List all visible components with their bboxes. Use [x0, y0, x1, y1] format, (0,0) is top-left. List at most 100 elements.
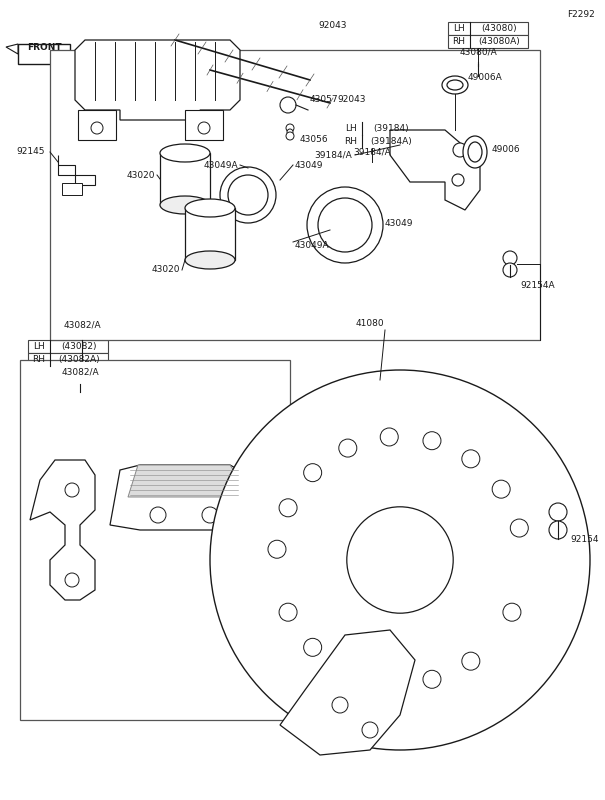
Circle shape	[280, 97, 296, 113]
Circle shape	[423, 432, 441, 450]
Bar	[20, 360, 290, 720]
Circle shape	[347, 507, 453, 613]
Circle shape	[286, 132, 294, 140]
Ellipse shape	[185, 199, 235, 217]
Text: 43049: 43049	[295, 161, 324, 170]
Ellipse shape	[463, 136, 487, 168]
Circle shape	[549, 521, 567, 539]
Text: LH: LH	[33, 342, 45, 351]
Circle shape	[492, 480, 510, 498]
Text: 92154A: 92154A	[520, 281, 555, 290]
Circle shape	[503, 251, 517, 265]
Text: 43057: 43057	[310, 95, 339, 105]
Text: 39184/A: 39184/A	[314, 150, 352, 159]
Circle shape	[307, 187, 383, 263]
Circle shape	[198, 122, 210, 134]
Circle shape	[462, 652, 480, 670]
Ellipse shape	[185, 251, 235, 269]
Ellipse shape	[442, 76, 468, 94]
Circle shape	[228, 175, 268, 215]
Circle shape	[452, 174, 464, 186]
Bar	[28, 340, 108, 353]
Text: 41080: 41080	[356, 319, 384, 328]
Text: RH: RH	[33, 355, 45, 364]
Bar	[78, 110, 116, 140]
Circle shape	[549, 503, 567, 521]
Circle shape	[304, 464, 322, 482]
Circle shape	[268, 540, 286, 558]
Text: 43020: 43020	[126, 170, 155, 179]
Circle shape	[339, 663, 357, 681]
Polygon shape	[390, 130, 480, 210]
Circle shape	[503, 263, 517, 277]
Text: 43082/A: 43082/A	[63, 321, 101, 330]
Text: (43080): (43080)	[481, 24, 517, 33]
Text: (43082): (43082)	[61, 342, 97, 351]
Circle shape	[362, 722, 378, 738]
Circle shape	[65, 483, 79, 497]
Circle shape	[287, 129, 293, 135]
Circle shape	[380, 674, 398, 692]
Circle shape	[150, 507, 166, 523]
Polygon shape	[75, 40, 240, 120]
Text: 92043: 92043	[337, 95, 365, 105]
Circle shape	[503, 603, 521, 621]
Bar	[62, 183, 82, 195]
Circle shape	[453, 143, 467, 157]
Ellipse shape	[160, 196, 210, 214]
Ellipse shape	[468, 142, 482, 162]
Bar	[28, 353, 108, 366]
Text: FRONT: FRONT	[27, 42, 61, 51]
Bar	[185, 208, 235, 260]
Circle shape	[510, 519, 528, 537]
Circle shape	[210, 370, 590, 750]
Circle shape	[304, 638, 322, 656]
Text: 92043: 92043	[318, 22, 347, 30]
Text: 49006: 49006	[492, 146, 521, 154]
Text: 43082/A: 43082/A	[61, 367, 99, 377]
Ellipse shape	[160, 144, 210, 162]
Circle shape	[462, 450, 480, 468]
Bar	[448, 35, 528, 48]
Polygon shape	[280, 630, 415, 755]
Text: 43020: 43020	[151, 266, 180, 274]
Polygon shape	[110, 465, 250, 530]
Text: 43056: 43056	[300, 135, 329, 145]
Text: (39184A): (39184A)	[370, 137, 412, 146]
Circle shape	[279, 499, 297, 517]
Circle shape	[423, 670, 441, 688]
Bar	[18, 44, 70, 64]
Text: RH: RH	[344, 137, 358, 146]
Circle shape	[380, 428, 398, 446]
Text: (39184): (39184)	[373, 124, 409, 133]
Circle shape	[91, 122, 103, 134]
Bar	[50, 50, 540, 340]
Circle shape	[339, 439, 357, 457]
Polygon shape	[30, 460, 95, 600]
Polygon shape	[6, 44, 18, 54]
Bar	[160, 153, 210, 205]
Circle shape	[220, 167, 276, 223]
Text: 92145: 92145	[16, 147, 45, 157]
Circle shape	[65, 573, 79, 587]
Circle shape	[332, 697, 348, 713]
Text: LH: LH	[345, 124, 357, 133]
Text: 43049A: 43049A	[203, 161, 238, 170]
Text: (43082A): (43082A)	[58, 355, 100, 364]
Bar	[340, 135, 420, 148]
Text: (43080A): (43080A)	[478, 37, 520, 46]
Polygon shape	[128, 465, 240, 497]
Text: 39184/A: 39184/A	[353, 147, 391, 157]
Text: F2292: F2292	[567, 10, 595, 19]
Text: 49006A: 49006A	[468, 74, 503, 82]
Circle shape	[286, 124, 294, 132]
Bar	[340, 122, 420, 135]
Circle shape	[202, 507, 218, 523]
Circle shape	[279, 603, 297, 621]
Bar	[185, 110, 223, 140]
Text: LH: LH	[453, 24, 465, 33]
Text: 92154: 92154	[570, 535, 598, 545]
Text: 43049A: 43049A	[295, 241, 330, 250]
Circle shape	[318, 198, 372, 252]
Text: 43049: 43049	[385, 218, 413, 227]
